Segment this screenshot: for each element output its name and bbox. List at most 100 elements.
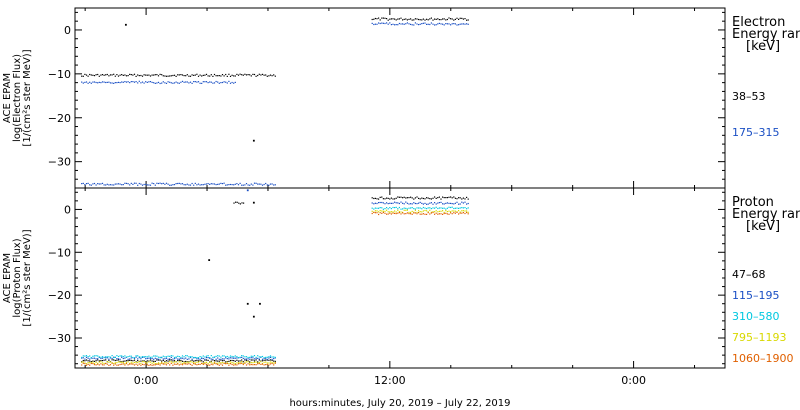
data-point xyxy=(252,357,254,359)
data-point xyxy=(169,361,171,363)
data-point xyxy=(135,75,137,77)
data-point xyxy=(93,182,96,185)
data-point xyxy=(170,362,172,364)
data-point xyxy=(153,74,155,76)
data-point xyxy=(459,207,461,209)
data-point xyxy=(458,18,460,20)
data-point xyxy=(95,81,97,84)
data-point xyxy=(164,358,166,360)
data-point xyxy=(225,184,227,186)
data-point xyxy=(451,210,453,212)
data-point xyxy=(105,356,107,358)
data-point xyxy=(392,212,394,214)
data-point xyxy=(402,208,404,210)
data-point xyxy=(274,360,276,362)
data-point xyxy=(149,359,152,361)
data-point xyxy=(373,197,375,200)
data-point xyxy=(429,209,431,211)
data-point xyxy=(467,211,469,213)
y-tick-label: −10 xyxy=(48,68,71,81)
data-point xyxy=(170,361,172,363)
data-point xyxy=(130,363,132,365)
data-point xyxy=(458,24,460,26)
data-point xyxy=(108,364,110,366)
data-point xyxy=(424,207,426,209)
data-point xyxy=(381,17,383,19)
y-tick-label: 0 xyxy=(64,203,71,216)
data-point xyxy=(169,75,171,77)
data-point xyxy=(394,212,396,214)
data-point xyxy=(387,203,389,205)
data-point xyxy=(454,212,456,214)
data-point xyxy=(379,212,381,214)
data-point xyxy=(130,357,132,359)
data-point xyxy=(199,184,201,186)
data-point xyxy=(129,362,131,364)
data-point xyxy=(260,183,262,185)
data-point xyxy=(149,356,152,358)
data-point xyxy=(464,210,466,212)
data-point xyxy=(119,360,121,362)
data-point xyxy=(193,74,195,76)
data-point xyxy=(129,359,131,361)
data-point xyxy=(400,196,402,198)
data-point xyxy=(434,211,436,213)
data-point xyxy=(100,82,102,84)
data-point xyxy=(419,201,421,203)
data-point xyxy=(157,81,160,83)
data-point xyxy=(183,356,185,358)
legend-title: [keV] xyxy=(746,219,780,234)
data-point xyxy=(426,23,428,25)
data-point xyxy=(165,357,168,359)
data-point xyxy=(261,360,264,362)
data-point xyxy=(201,362,203,364)
data-point xyxy=(236,362,238,364)
data-point xyxy=(191,359,193,361)
data-point xyxy=(138,182,140,185)
data-point xyxy=(430,211,432,213)
data-point xyxy=(242,355,244,357)
data-point xyxy=(258,363,260,365)
data-point xyxy=(374,212,376,214)
data-point xyxy=(151,362,153,364)
y-tick-label: 0 xyxy=(64,24,71,37)
data-point xyxy=(161,82,163,84)
data-point xyxy=(175,183,177,185)
data-point xyxy=(125,182,128,184)
data-point xyxy=(381,210,383,212)
data-point xyxy=(129,184,131,186)
data-point xyxy=(212,364,214,366)
data-point xyxy=(93,81,96,83)
data-point xyxy=(199,356,201,358)
legend-entry-1060–1900: 1060–1900 xyxy=(732,352,794,365)
data-point xyxy=(226,361,228,363)
data-point xyxy=(252,362,254,364)
series-310–580 xyxy=(81,206,469,359)
data-point xyxy=(424,19,426,21)
data-point xyxy=(135,355,137,357)
data-point xyxy=(210,74,212,76)
data-point xyxy=(175,361,177,363)
data-point xyxy=(265,357,267,359)
data-point xyxy=(202,184,204,186)
data-point xyxy=(205,361,208,363)
data-point xyxy=(140,362,142,364)
data-point xyxy=(205,359,208,361)
data-point xyxy=(374,197,376,199)
data-point xyxy=(154,363,156,365)
data-point xyxy=(378,207,380,209)
data-point xyxy=(265,361,267,363)
data-point xyxy=(141,361,144,363)
data-point xyxy=(82,357,84,359)
y-tick-label: −10 xyxy=(48,246,71,259)
data-point xyxy=(106,357,108,359)
data-point xyxy=(234,81,236,83)
data-point xyxy=(111,362,113,364)
data-point xyxy=(456,207,458,209)
data-point xyxy=(374,17,376,20)
data-point xyxy=(221,358,224,360)
data-point xyxy=(165,364,168,366)
data-point xyxy=(371,18,373,21)
data-point xyxy=(255,75,257,77)
data-point xyxy=(207,82,209,84)
